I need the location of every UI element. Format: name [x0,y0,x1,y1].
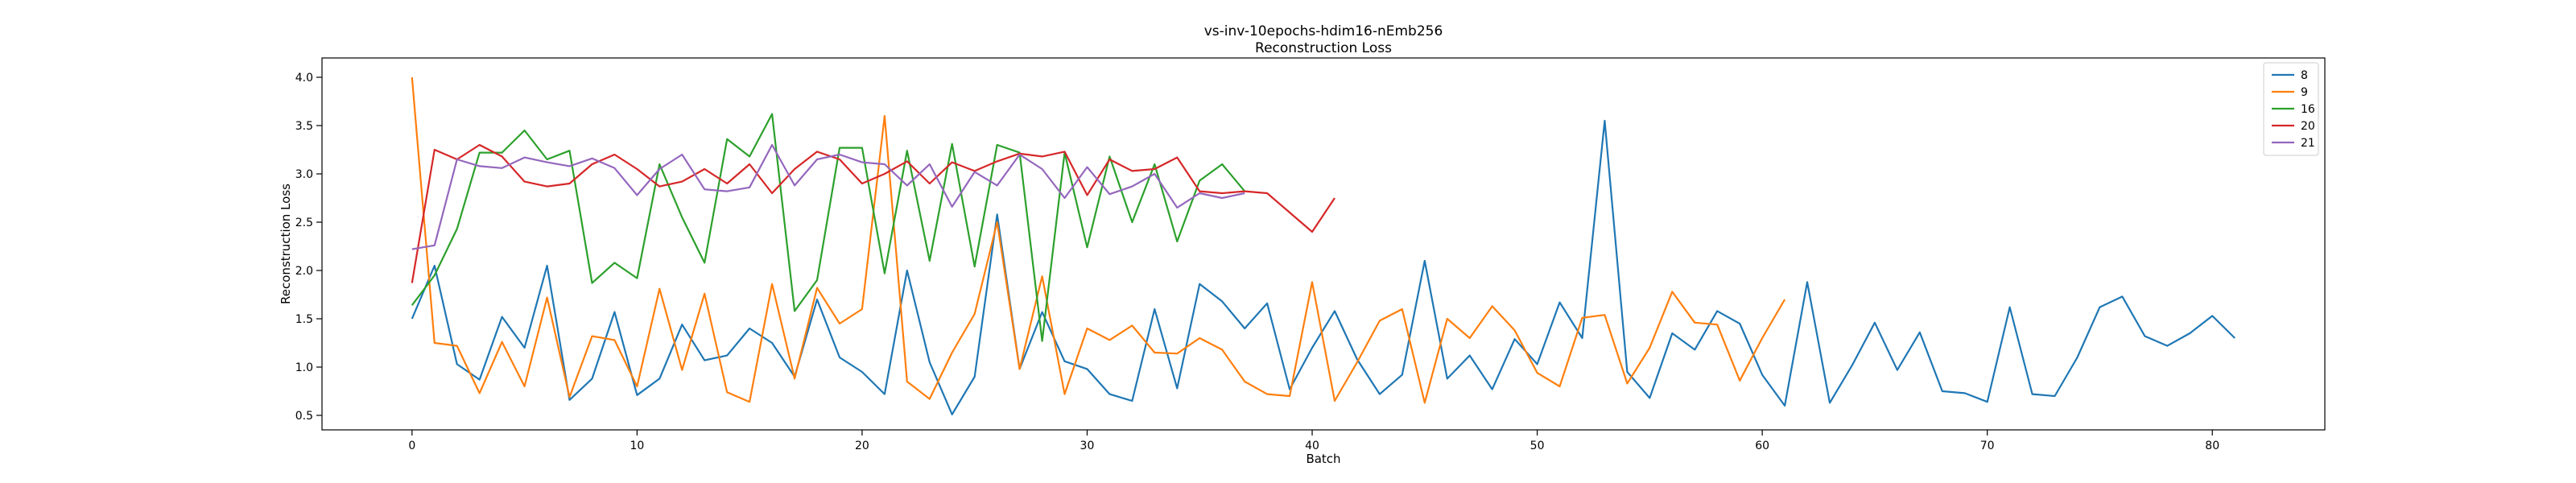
y-axis-label: Reconstruction Loss [279,184,293,304]
plot-area: 0 10 20 30 40 50 60 70 80 0.5 1.0 1.5 2.0 2.5 3.0 3.5 4… [295,57,2326,452]
legend-label-21: 21 [2301,137,2315,150]
x-tick-label: 40 [1305,440,1319,452]
series-line-20 [411,143,1335,283]
x-tick-label: 70 [1980,440,1995,452]
y-tick-label: 3.0 [295,168,313,181]
legend: 8 9 16 20 21 [2263,62,2319,156]
x-tick-label: 80 [2205,440,2219,452]
series-layer [411,76,2235,415]
series-line-8 [411,119,2235,415]
y-tick-label: 3.5 [295,120,313,133]
y-axis-ticks: 0.5 1.0 1.5 2.0 2.5 3.0 3.5 4.0 [295,72,322,423]
series-line-21 [411,143,1245,250]
series-line-16 [411,113,1246,342]
legend-label-16: 16 [2301,103,2315,116]
x-tick-label: 50 [1530,440,1545,452]
x-tick-label: 60 [1755,440,1769,452]
y-tick-label: 2.5 [295,217,313,229]
y-tick-label: 0.5 [295,410,313,423]
x-tick-label: 0 [408,440,415,452]
chart-subtitle: Reconstruction Loss [1255,40,1392,56]
x-tick-label: 30 [1080,440,1095,452]
x-tick-label: 20 [855,440,869,452]
chart-title: vs-inv-10epochs-hdim16-nEmb256 [1204,23,1443,39]
x-tick-label: 10 [630,440,644,452]
legend-label-20: 20 [2301,120,2315,133]
y-tick-label: 1.5 [295,313,313,326]
y-tick-label: 4.0 [295,72,313,85]
x-axis-ticks: 0 10 20 30 40 50 60 70 80 [408,430,2219,452]
legend-label-8: 8 [2301,69,2308,82]
x-axis-label: Batch [1306,452,1340,466]
series-line-9 [411,76,1786,404]
legend-label-9: 9 [2301,86,2308,99]
y-tick-label: 1.0 [295,361,313,374]
y-tick-label: 2.0 [295,265,313,278]
axes-frame [321,57,2326,431]
